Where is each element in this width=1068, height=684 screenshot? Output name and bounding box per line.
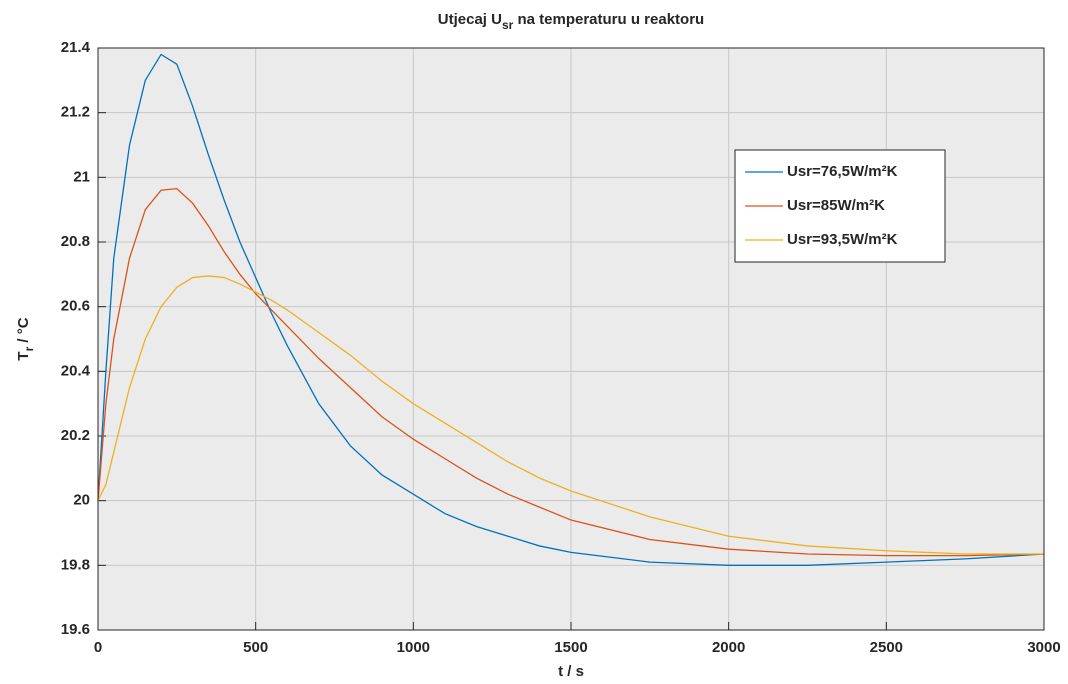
x-axis-label: t / s: [558, 663, 584, 680]
x-tick-label: 1500: [554, 639, 587, 656]
y-tick-label: 19.8: [61, 556, 90, 573]
y-label-part: T: [15, 351, 32, 360]
series-line: [97, 53, 1045, 566]
series-line: [97, 275, 1044, 555]
plot-frame: [97, 47, 1045, 631]
x-tick-label: 2500: [870, 639, 903, 656]
series-line: [97, 187, 1045, 557]
x-tick-label: 3000: [1027, 639, 1060, 656]
x-tick-label: 2000: [712, 639, 745, 656]
y-tick-label: 21.2: [61, 104, 90, 121]
x-tick-label: 1000: [397, 639, 430, 656]
y-tick-label: 21.4: [61, 39, 91, 56]
y-tick-label: 20: [73, 492, 90, 509]
y-tick-label: 20.8: [61, 233, 90, 250]
legend-label: Usr=85W/m²K: [787, 197, 885, 214]
y-tick-label: 21: [73, 168, 90, 185]
x-tick-label: 0: [94, 639, 102, 656]
title-part: na temperaturu u reaktoru: [513, 11, 704, 28]
y-tick-label: 20.2: [61, 427, 90, 444]
legend-label: Usr=93,5W/m²K: [787, 231, 898, 248]
y-axis-label: Tr / °C: [15, 317, 36, 360]
y-tick-label: 20.4: [61, 362, 91, 379]
title-subscript: sr: [502, 18, 514, 32]
y-tick-label: 19.6: [61, 621, 90, 638]
title-part: Utjecaj U: [438, 11, 502, 28]
legend-label: Usr=76,5W/m²K: [787, 163, 898, 180]
chart-title: Utjecaj Usr na temperaturu u reaktoru: [438, 11, 704, 32]
x-tick-label: 500: [243, 639, 268, 656]
y-label-subscript: r: [22, 346, 36, 351]
y-tick-label: 20.6: [61, 298, 90, 315]
y-label-part: / °C: [15, 317, 32, 347]
